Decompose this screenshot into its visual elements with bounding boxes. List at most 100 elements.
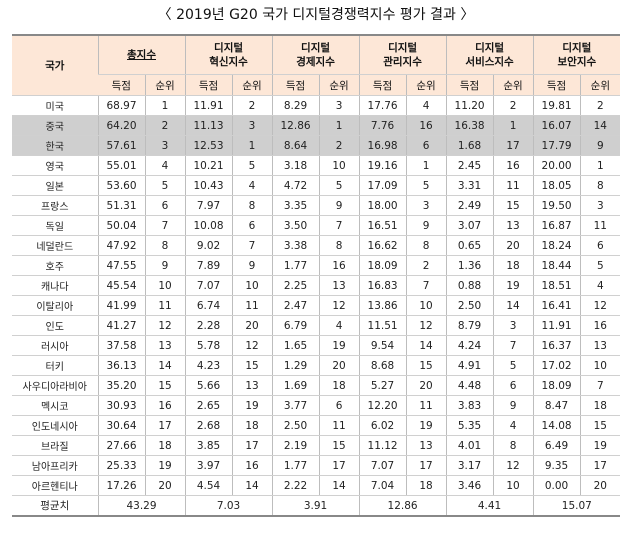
rank-cell: 2 [318,135,360,156]
rank-cell: 3 [405,195,447,216]
score-column-header: 득점 [358,74,407,96]
score-cell: 57.61 [97,135,145,156]
rank-cell: 3 [144,135,186,156]
score-cell: 55.01 [97,155,145,176]
score-cell: 17.76 [358,95,407,116]
score-cell: 8.29 [271,95,320,116]
rank-cell: 4 [492,415,534,436]
group-header-security-label: 디지털 보안지수 [557,42,597,68]
rank-cell: 1 [405,155,447,176]
score-cell: 2.50 [445,295,494,316]
score-cell: 18.24 [532,235,581,256]
rank-cell: 6 [231,215,273,236]
score-cell: 3.77 [271,395,320,416]
country-cell: 프랑스 [12,195,98,216]
table-row: 터키 36.13 14 4.23 15 1.29 20 8.68 15 4.91 5 17.02 10 [12,355,621,376]
average-row: 평균치 43.29 7.03 3.91 12.86 4.41 15.07 [12,495,621,517]
rank-cell: 11 [231,295,273,316]
score-cell: 10.08 [184,215,233,236]
table-row: 호주 47.55 9 7.89 9 1.77 16 18.09 2 1.36 18 18.44 5 [12,255,621,276]
score-cell: 17.79 [532,135,581,156]
score-cell: 7.97 [184,195,233,216]
score-cell: 1.68 [445,135,494,156]
country-cell: 러시아 [12,335,98,356]
rank-cell: 20 [405,375,447,396]
rank-cell: 16 [318,255,360,276]
rank-column-header: 순위 [405,74,447,96]
rank-cell: 9 [405,215,447,236]
group-header-service-label: 디지털 서비스지수 [465,42,514,68]
rank-cell: 4 [405,95,447,116]
score-cell: 35.20 [97,375,145,396]
country-cell: 인도네시아 [12,415,98,436]
table-row: 일본 53.60 5 10.43 4 4.72 5 17.09 5 3.31 11 18.05 8 [12,175,621,196]
rank-cell: 15 [405,355,447,376]
score-cell: 2.47 [271,295,320,316]
country-cell: 멕시코 [12,395,98,416]
score-cell: 18.05 [532,175,581,196]
rank-cell: 5 [579,255,621,276]
score-cell: 51.31 [97,195,145,216]
score-cell: 8.68 [358,355,407,376]
rank-cell: 12 [405,315,447,336]
score-cell: 3.17 [445,455,494,476]
table-title: 〈 2019년 G20 국가 디지털경쟁력지수 평가 결과 〉 [157,7,475,23]
score-column-header: 득점 [184,74,233,96]
score-cell: 12.86 [271,115,320,136]
rank-cell: 14 [318,475,360,496]
score-cell: 1.65 [271,335,320,356]
score-cell: 2.22 [271,475,320,496]
rank-cell: 2 [144,115,186,136]
rank-cell: 5 [231,155,273,176]
rank-cell: 14 [405,335,447,356]
group-header-total: 총지수 [97,35,186,75]
score-cell: 17.02 [532,355,581,376]
score-cell: 6.02 [358,415,407,436]
score-cell: 4.72 [271,175,320,196]
rank-cell: 16 [579,315,621,336]
score-cell: 18.09 [532,375,581,396]
table-row: 러시아 37.58 13 5.78 12 1.65 19 9.54 14 4.24 7 16.37 13 [12,335,621,356]
score-cell: 4.01 [445,435,494,456]
rank-cell: 15 [231,355,273,376]
score-cell: 4.54 [184,475,233,496]
rank-cell: 2 [492,95,534,116]
score-cell: 41.27 [97,315,145,336]
rank-cell: 18 [579,395,621,416]
score-cell: 2.25 [271,275,320,296]
rank-cell: 8 [405,235,447,256]
score-cell: 2.49 [445,195,494,216]
table-row: 아르헨티나 17.26 20 4.54 14 2.22 14 7.04 18 3.46 10 0.00… [12,475,621,496]
rank-cell: 6 [144,195,186,216]
average-label: 평균치 [12,495,98,517]
rank-cell: 17 [492,135,534,156]
score-cell: 16.38 [445,115,494,136]
score-cell: 45.54 [97,275,145,296]
rank-column-header: 순위 [144,74,186,96]
rank-cell: 12 [144,315,186,336]
score-cell: 4.48 [445,375,494,396]
score-cell: 2.50 [271,415,320,436]
country-cell: 미국 [12,95,98,116]
score-cell: 1.36 [445,255,494,276]
rank-cell: 10 [231,275,273,296]
table-row: 중국 64.20 2 11.13 3 12.86 1 7.76 16 16.38 1 16.07 14 [12,115,621,136]
score-cell: 2.45 [445,155,494,176]
score-cell: 17.09 [358,175,407,196]
country-cell: 중국 [12,115,98,136]
score-column-header: 득점 [98,74,145,96]
rank-cell: 1 [579,155,621,176]
table-row: 미국 68.97 1 11.91 2 8.29 3 17.76 4 11.20 2 19.81 2 [12,95,621,116]
score-cell: 16.87 [532,215,581,236]
rank-cell: 10 [405,295,447,316]
rank-cell: 4 [318,315,360,336]
score-cell: 3.18 [271,155,320,176]
score-cell: 41.99 [97,295,145,316]
score-cell: 53.60 [97,175,145,196]
rank-cell: 8 [579,175,621,196]
rank-cell: 9 [231,255,273,276]
table-row: 멕시코 30.93 16 2.65 19 3.77 6 12.20 11 3.83 9 8.47 18 [12,395,621,416]
score-cell: 19.50 [532,195,581,216]
score-cell: 2.65 [184,395,233,416]
rank-cell: 11 [579,215,621,236]
